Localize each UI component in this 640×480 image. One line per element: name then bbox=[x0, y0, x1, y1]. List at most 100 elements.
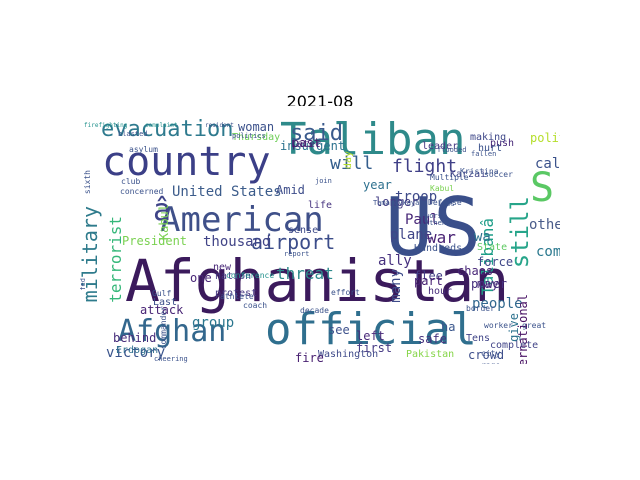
cloud-word: fire bbox=[295, 351, 324, 364]
cloud-word: insurgent bbox=[280, 139, 346, 153]
cloud-word: victory bbox=[106, 345, 166, 361]
cloud-word: firefighting bbox=[84, 122, 128, 129]
cloud-word: â bbox=[153, 193, 172, 228]
cloud-word: conference bbox=[226, 271, 275, 280]
cloud-word: effort bbox=[331, 288, 360, 297]
cloud-word: nation bbox=[215, 271, 252, 282]
cloud-word: Amid bbox=[276, 183, 305, 197]
cloud-word: American bbox=[160, 200, 324, 240]
cloud-word: decade bbox=[300, 306, 329, 315]
cloud-word: Taliban bbox=[280, 114, 466, 165]
cloud-word: year bbox=[363, 178, 392, 192]
cloud-word: terrorist bbox=[106, 216, 125, 303]
cloud-word: city bbox=[481, 349, 501, 358]
cloud-word: ally bbox=[378, 253, 412, 269]
cloud-word: flooded bbox=[437, 146, 467, 154]
cloud-word: others bbox=[529, 217, 560, 233]
cloud-word: fed bbox=[80, 278, 87, 291]
cloud-word: country bbox=[102, 139, 271, 185]
cloud-word: sense bbox=[288, 225, 319, 236]
cloud-word: longer bbox=[375, 195, 419, 209]
cloud-word: thousand bbox=[203, 234, 271, 250]
cloud-word: Tens bbox=[466, 333, 491, 344]
cloud-word: called bbox=[535, 156, 560, 172]
cloud-word: making bbox=[470, 132, 507, 143]
cloud-word: wa bbox=[474, 229, 491, 245]
cloud-word: part bbox=[414, 274, 443, 288]
cloud-word: official bbox=[265, 304, 477, 355]
cloud-word: politician bbox=[530, 131, 560, 145]
cloud-word: safe bbox=[418, 332, 447, 346]
cloud-word: day bbox=[343, 151, 354, 170]
cloud-word: worker bbox=[484, 321, 513, 330]
cloud-word: sixth bbox=[83, 170, 92, 195]
cloud-word: many bbox=[388, 269, 404, 303]
cloud-word: worst bbox=[425, 212, 447, 220]
cloud-word: border bbox=[466, 304, 495, 313]
cloud-word: Karzai bbox=[450, 169, 487, 180]
cloud-word: plane bbox=[390, 227, 433, 243]
cloud-word: first bbox=[356, 341, 393, 355]
cloud-word: Kabul bbox=[430, 184, 455, 193]
cloud-word: Kabul bbox=[157, 204, 171, 241]
cloud-word: Afghanistan bbox=[125, 247, 510, 315]
cloud-word: Paul bbox=[405, 212, 439, 228]
cloud-word: politics bbox=[232, 132, 266, 140]
cloud-word: Less bbox=[438, 200, 455, 208]
cloud-word: State bbox=[477, 242, 508, 253]
cloud-word: athlete bbox=[220, 292, 254, 301]
cloud-word: President bbox=[122, 234, 188, 248]
cloud-word: crowd bbox=[468, 348, 505, 362]
cloud-word: rage bbox=[481, 362, 500, 365]
cloud-word: chaos bbox=[457, 264, 494, 278]
cloud-word: leader bbox=[422, 141, 459, 152]
cloud-word: concerned bbox=[120, 187, 164, 196]
cloud-word: ha bbox=[441, 320, 456, 334]
cloud-word: may bbox=[477, 277, 499, 291]
cloud-word: flee bbox=[414, 269, 443, 283]
cloud-word: threat bbox=[276, 264, 334, 283]
cloud-word: will bbox=[330, 153, 374, 174]
cloud-word: Tamanovkaya bbox=[373, 199, 420, 207]
cloud-word: behind bbox=[113, 331, 157, 345]
cloud-word: woman bbox=[238, 120, 275, 134]
cloud-word: Pakistan bbox=[406, 349, 455, 360]
cloud-word: group bbox=[192, 315, 235, 331]
cloud-word: Afghan bbox=[118, 314, 227, 349]
cloud-word: Hundreds bbox=[414, 243, 463, 254]
cloud-word: new bbox=[213, 262, 232, 273]
cloud-word: great bbox=[522, 321, 547, 330]
cloud-word: attack bbox=[140, 303, 184, 317]
cloud-word: Last bbox=[153, 297, 178, 308]
word-cloud: Afghanistan US official country Taliban Ameri… bbox=[80, 106, 560, 364]
cloud-word: war bbox=[427, 228, 456, 247]
cloud-word: club bbox=[121, 177, 141, 186]
cloud-word: power bbox=[471, 277, 508, 291]
cloud-word: one bbox=[190, 271, 212, 285]
cloud-word: Later bbox=[291, 139, 322, 150]
cloud-word: left bbox=[356, 329, 385, 343]
cloud-word: complete bbox=[490, 340, 539, 351]
cloud-word: airport bbox=[251, 230, 336, 254]
cloud-word: troop bbox=[395, 189, 438, 205]
cloud-word: join bbox=[315, 177, 332, 185]
cloud-word: Multiple bbox=[430, 173, 469, 182]
cloud-word: asylum bbox=[129, 145, 158, 154]
cloud-word: Gulf bbox=[152, 289, 172, 298]
cloud-word: flight bbox=[392, 156, 458, 177]
cloud-word: complaint bbox=[145, 122, 178, 129]
cloud-word: report bbox=[284, 250, 310, 258]
cloud-word: hurt bbox=[478, 143, 503, 154]
cloud-word: fallen bbox=[471, 150, 497, 158]
cloud-word: said bbox=[290, 121, 343, 146]
cloud-word: evacuation bbox=[101, 117, 234, 142]
cloud-word: life bbox=[308, 200, 333, 211]
cloud-word: cheering bbox=[154, 355, 188, 363]
cloud-word: commander bbox=[159, 306, 168, 350]
cloud-word: Kristina bbox=[460, 167, 499, 176]
cloud-word: force bbox=[477, 255, 514, 269]
cloud-word: people bbox=[472, 296, 523, 312]
cloud-word: hour bbox=[428, 286, 453, 297]
cloud-word: protest bbox=[215, 288, 258, 299]
cloud-word: US bbox=[385, 181, 482, 274]
